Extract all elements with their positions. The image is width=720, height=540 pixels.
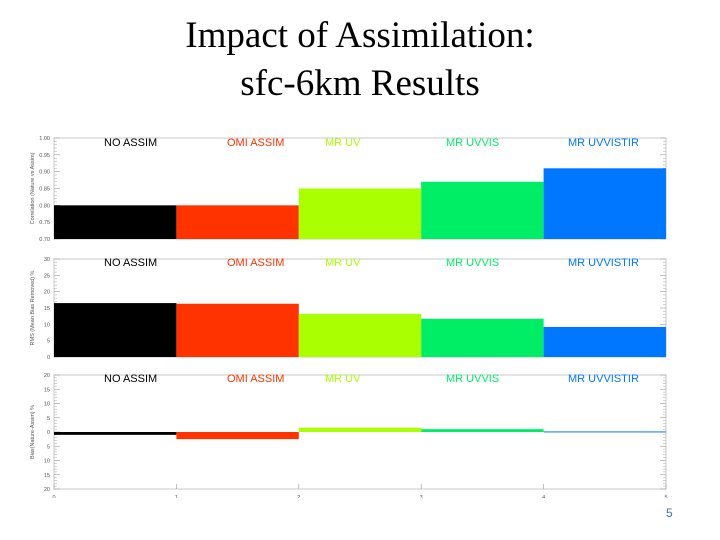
panel-3-legend-label: MR UVVISTIR xyxy=(568,373,639,385)
slide-title: Impact of Assimilation: sfc-6km Results xyxy=(0,12,720,108)
panel-2-ylabel: RMS (Mean Bias Removed) % xyxy=(30,270,36,345)
panel-3-xtick-label: 3 xyxy=(420,495,423,498)
panel-2-ytick-label: 15 xyxy=(44,306,50,312)
panel-2-bar-1 xyxy=(54,303,177,357)
panel-3-legend-label: MR UV xyxy=(325,373,361,385)
panel-3-ytick-label: 20 xyxy=(44,373,50,379)
panel-3-xtick-label: 2 xyxy=(297,495,300,498)
panel-3-ytick-label: 20 xyxy=(44,487,50,493)
panel-2-ytick-label: 25 xyxy=(44,273,50,279)
panel-3-ytick-label: 5 xyxy=(47,444,50,450)
panel-2-ytick-label: 0 xyxy=(47,355,50,361)
panel-1-legend-label: MR UV xyxy=(325,137,361,149)
panel-1-bar-3 xyxy=(298,188,422,239)
panel-2-legend-label: MR UVVISTIR xyxy=(568,257,639,269)
panel-3-ytick-label: 0 xyxy=(47,430,50,436)
panel-3-legend-label: MR UVVIS xyxy=(446,373,499,385)
panel-1-bar-1 xyxy=(54,205,177,239)
panel-1-bar-4 xyxy=(421,181,544,239)
panel-2-bar-2 xyxy=(176,303,299,357)
panel-3-bar-2 xyxy=(176,432,299,440)
panel-3-bar-3 xyxy=(298,427,422,432)
panel-1-ytick-label: 0.85 xyxy=(39,187,50,193)
panel-1-legend-label: MR UVVIS xyxy=(446,137,499,149)
panel-2-legend-label: OMI ASSIM xyxy=(227,257,284,269)
bar-chart-figure: 0.70 0.75 0.80 0.85 0.90 0.95 1.00 NO ASSIM OMI … xyxy=(30,136,668,498)
panel-1-ytick-label: 0.75 xyxy=(39,220,50,226)
panel-3-xtick-label: 0 xyxy=(52,495,55,498)
panel-2-ytick-label: 5 xyxy=(47,339,50,345)
panel-2-legend-label: MR UV xyxy=(325,257,361,269)
title-line-1: Impact of Assimilation: xyxy=(185,15,535,56)
panel-2-bar-3 xyxy=(298,313,422,357)
panel-1-legend-label: NO ASSIM xyxy=(104,137,157,149)
panel-3-bar-1 xyxy=(54,432,177,435)
panel-1-legend-label: OMI ASSIM xyxy=(227,137,284,149)
panel-3-ytick-label: 10 xyxy=(44,459,50,465)
panel-1-ytick-label: 1.00 xyxy=(39,136,50,142)
panel-2-legend-label: NO ASSIM xyxy=(104,257,157,269)
panel-1-bar-5 xyxy=(543,168,666,239)
panel-3-xtick-label: 1 xyxy=(175,495,178,498)
panel-2-bar-5 xyxy=(543,326,666,357)
panel-3-legend-label: OMI ASSIM xyxy=(227,373,284,385)
panel-3-xtick-label: 5 xyxy=(664,495,667,498)
panel-3-bar-5 xyxy=(543,431,666,433)
panel-3-ytick-label: 15 xyxy=(44,473,50,479)
panel-3-ytick-label: 5 xyxy=(47,416,50,422)
panel-2-legend-label: MR UVVIS xyxy=(446,257,499,269)
panel-1-bar-2 xyxy=(176,205,299,239)
panel-1-ytick-label: 0.95 xyxy=(39,153,50,159)
panel-2-ytick-label: 20 xyxy=(44,290,50,296)
panel-2-bar-4 xyxy=(421,318,544,357)
panel-3-ytick-label: 15 xyxy=(44,387,50,393)
panel-2-ytick-label: 10 xyxy=(44,322,50,328)
panel-1-legend-label: MR UVVISTIR xyxy=(568,137,639,149)
panel-1-ytick-label: 0.70 xyxy=(39,237,50,243)
title-line-2: sfc-6km Results xyxy=(240,63,480,104)
page-number: 5 xyxy=(666,506,673,520)
panel-2-ytick-label: 30 xyxy=(44,257,50,263)
panel-3-ytick-label: 10 xyxy=(44,402,50,408)
panel-3-bar-4 xyxy=(421,429,544,432)
panel-1-ytick-label: 0.80 xyxy=(39,203,50,209)
panel-1-ylabel: Correlation (Nature vs Assim) xyxy=(30,152,36,224)
panel-3-legend-label: NO ASSIM xyxy=(104,373,157,385)
panel-3-ylabel: Bias(Nature-Assim) % xyxy=(30,405,36,459)
panel-1-ytick-label: 0.90 xyxy=(39,170,50,176)
panel-3-xtick-label: 4 xyxy=(542,495,545,498)
